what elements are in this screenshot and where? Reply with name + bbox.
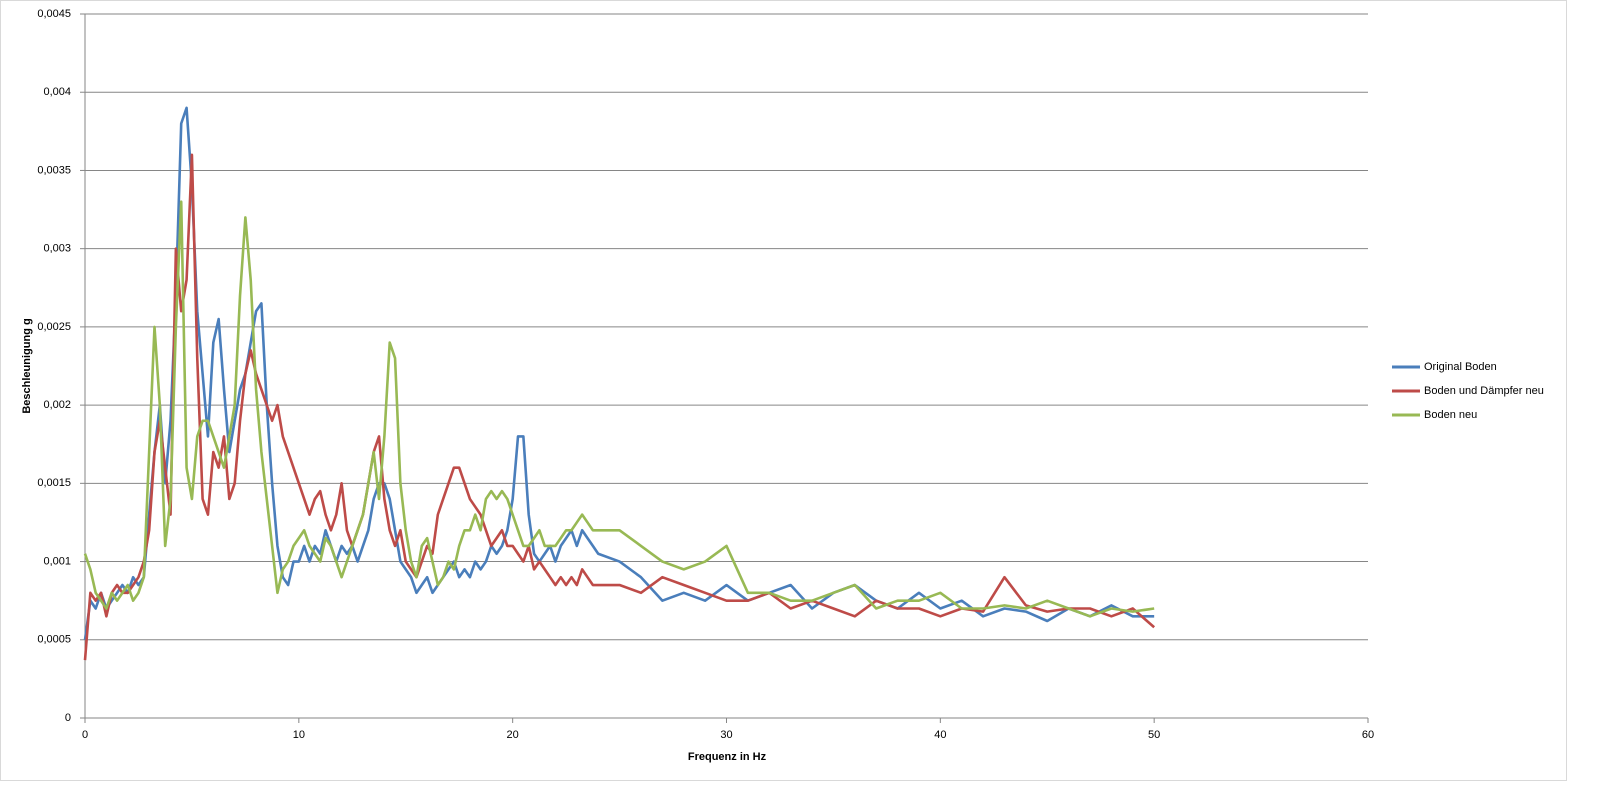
x-tick-label: 40: [934, 729, 946, 741]
y-tick-label: 0,001: [43, 555, 71, 567]
y-tick-label: 0,0015: [37, 477, 71, 489]
legend-label: Boden und Dämpfer neu: [1424, 385, 1544, 397]
legend-label: Boden neu: [1424, 409, 1477, 421]
x-tick-label: 50: [1148, 729, 1160, 741]
x-tick-label: 10: [293, 729, 305, 741]
x-axis-label: Frequenz in Hz: [688, 751, 767, 763]
y-tick-label: 0,003: [43, 243, 71, 255]
y-tick-label: 0,0045: [37, 8, 71, 20]
x-tick-label: 30: [720, 729, 732, 741]
y-tick-label: 0,002: [43, 399, 71, 411]
y-tick-label: 0: [65, 712, 71, 724]
x-tick-label: 20: [507, 729, 519, 741]
y-tick-label: 0,0035: [37, 164, 71, 176]
x-tick-label: 0: [82, 729, 88, 741]
legend-label: Original Boden: [1424, 361, 1497, 373]
y-tick-label: 0,004: [43, 86, 71, 98]
y-tick-label: 0,0025: [37, 321, 71, 333]
y-tick-label: 0,0005: [37, 634, 71, 646]
series-line: [83, 153, 1156, 661]
x-tick-label: 60: [1362, 729, 1374, 741]
y-axis-label: Beschleunigung g: [21, 318, 33, 413]
series-line: [83, 200, 1155, 618]
